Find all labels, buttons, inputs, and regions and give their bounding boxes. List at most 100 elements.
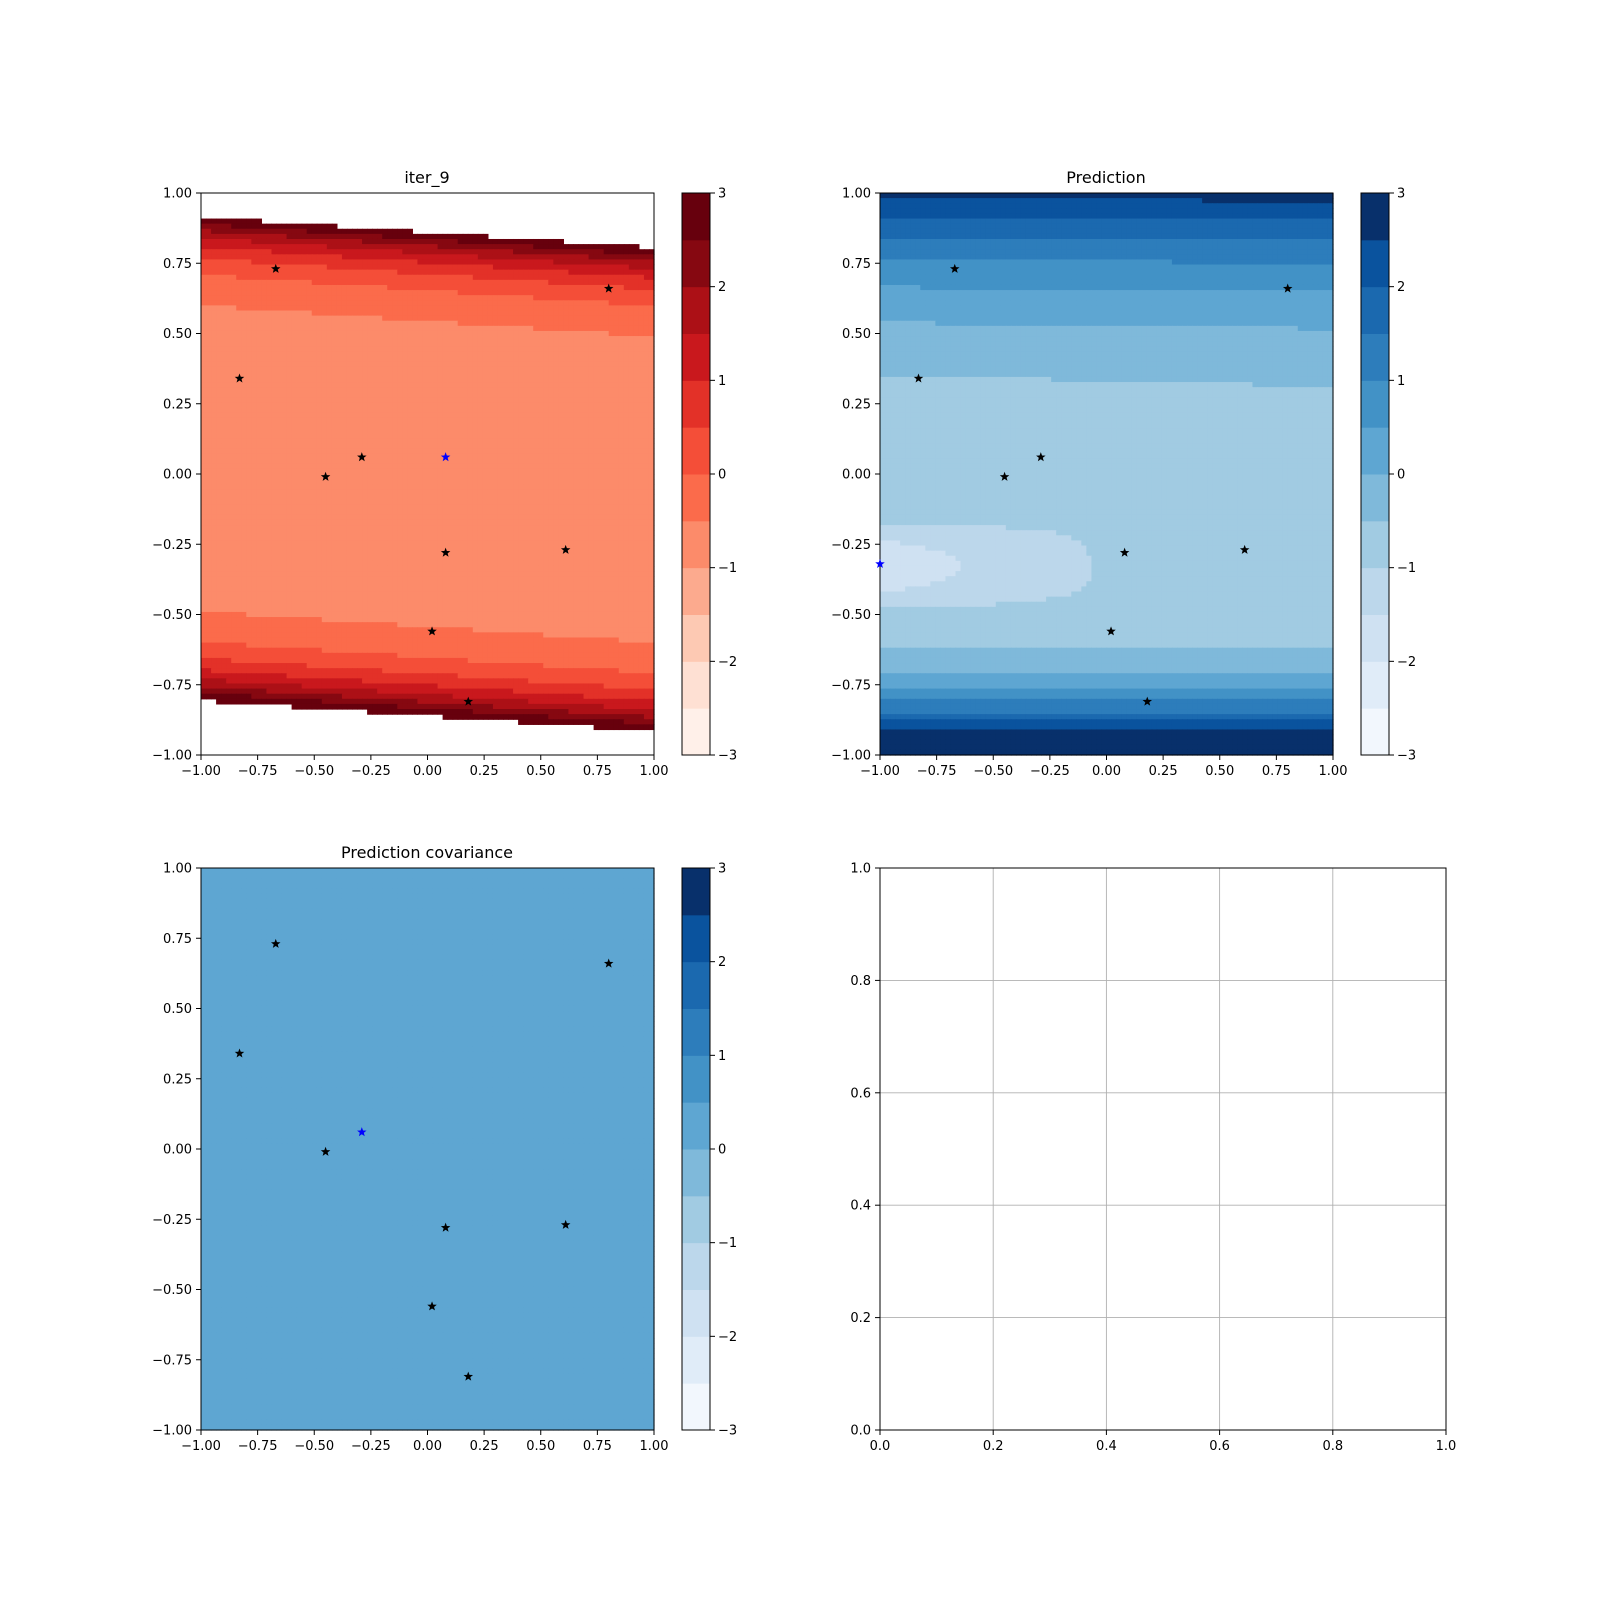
contour-cell: [392, 316, 398, 322]
contour-cell: [312, 443, 318, 449]
contour-cell: [483, 331, 489, 337]
contour-cell: [352, 469, 358, 475]
contour-cell: [422, 382, 428, 388]
contour-cell: [533, 413, 539, 419]
contour-cell: [412, 239, 418, 245]
contour-cell: [201, 290, 207, 296]
contour-cell: [271, 351, 277, 357]
contour-cell: [256, 515, 262, 521]
contour-cell: [372, 438, 378, 444]
contour-cell: [206, 387, 212, 393]
contour-cell: [573, 408, 579, 414]
contour-cell: [433, 270, 439, 276]
contour-cell: [342, 392, 348, 398]
contour-cell: [594, 408, 600, 414]
contour-cell: [402, 489, 408, 495]
contour-cell: [614, 367, 620, 373]
contour-cell: [297, 362, 303, 368]
contour-cell: [211, 479, 217, 485]
contour-cell: [287, 387, 293, 393]
contour-cell: [412, 479, 418, 485]
panel-1-title: iter_9: [404, 168, 449, 188]
contour-cell: [488, 285, 494, 291]
contour-cell: [503, 423, 509, 429]
contour-cell: [448, 362, 454, 368]
contour-cell: [553, 489, 559, 495]
contour-cell: [589, 454, 595, 460]
contour-cell: [357, 259, 363, 265]
contour-cell: [362, 275, 368, 281]
contour-cell: [584, 464, 590, 470]
contour-cell: [362, 448, 368, 454]
contour-cell: [533, 244, 539, 250]
contour-cell: [337, 311, 343, 317]
contour-cell: [473, 341, 479, 347]
contour-cell: [392, 275, 398, 281]
contour-cell: [372, 510, 378, 516]
contour-cell: [251, 515, 257, 521]
contour-cell: [629, 290, 635, 296]
contour-cell: [568, 474, 574, 480]
contour-cell: [468, 387, 474, 393]
contour-cell: [322, 367, 328, 373]
contour-cell: [277, 239, 283, 245]
contour-cell: [277, 494, 283, 500]
contour-cell: [579, 300, 585, 306]
contour-cell: [221, 377, 227, 383]
contour-cell: [518, 259, 524, 265]
contour-cell: [609, 438, 615, 444]
contour-cell: [428, 234, 434, 240]
contour-cell: [206, 479, 212, 485]
contour-cell: [342, 244, 348, 250]
contour-cell: [342, 259, 348, 265]
contour-cell: [548, 423, 554, 429]
contour-cell: [594, 505, 600, 511]
contour-cell: [271, 459, 277, 465]
contour-cell: [236, 479, 242, 485]
contour-cell: [543, 331, 549, 337]
contour-cell: [327, 397, 333, 403]
contour-cell: [201, 454, 207, 460]
contour-cell: [473, 244, 479, 250]
contour-cell: [266, 239, 272, 245]
contour-cell: [236, 484, 242, 490]
contour-cell: [412, 372, 418, 378]
contour-cell: [488, 326, 494, 332]
contour-cell: [392, 479, 398, 485]
contour-cell: [498, 336, 504, 342]
contour-cell: [382, 423, 388, 429]
contour-cell: [604, 500, 610, 506]
contour-cell: [493, 300, 499, 306]
contour-cell: [543, 500, 549, 506]
contour-cell: [307, 239, 313, 245]
contour-cell: [644, 275, 650, 281]
contour-cell: [256, 275, 262, 281]
contour-cell: [201, 316, 207, 322]
contour-cell: [609, 454, 615, 460]
contour-cell: [402, 280, 408, 286]
contour-cell: [503, 280, 509, 286]
contour-cell: [599, 397, 605, 403]
contour-cell: [548, 418, 554, 424]
contour-cell: [211, 259, 217, 265]
contour-cell: [629, 285, 635, 291]
contour-cell: [639, 402, 645, 408]
contour-cell: [594, 275, 600, 281]
contour-cell: [528, 397, 534, 403]
contour-cell: [584, 295, 590, 301]
contour-cell: [392, 372, 398, 378]
contour-cell: [211, 510, 217, 516]
contour-cell: [221, 469, 227, 475]
contour-cell: [568, 500, 574, 506]
contour-cell: [332, 285, 338, 291]
contour-cell: [327, 489, 333, 495]
contour-cell: [563, 428, 569, 434]
contour-cell: [347, 362, 353, 368]
contour-cell: [558, 316, 564, 322]
contour-cell: [297, 479, 303, 485]
contour-cell: [297, 387, 303, 393]
contour-cell: [367, 372, 373, 378]
contour-cell: [251, 428, 257, 434]
contour-cell: [589, 464, 595, 470]
contour-cell: [317, 336, 323, 342]
